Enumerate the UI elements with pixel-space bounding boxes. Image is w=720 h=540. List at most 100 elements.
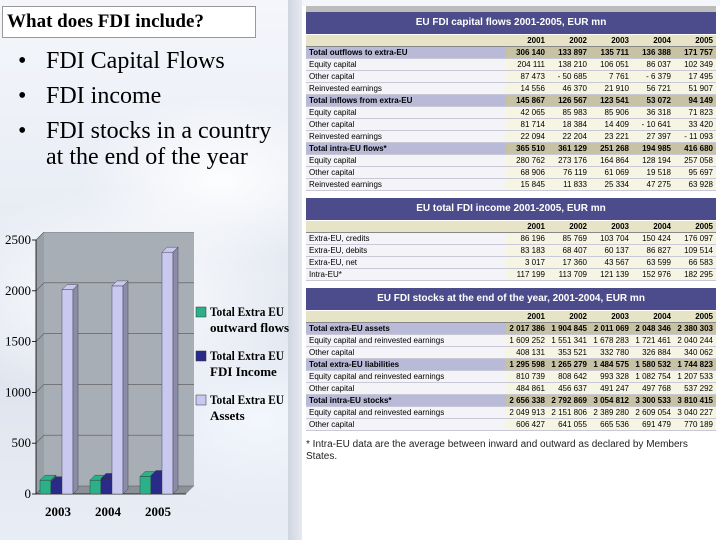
bar-chart: 0 500 1000 1500 2000 2500 2003 2004 2005 Total Ex… xyxy=(0,232,292,540)
value-cell: 61 069 xyxy=(590,166,632,179)
x-tick-label: 2004 xyxy=(95,504,122,519)
table-row: Reinvested earnings 22 094 22 204 23 221 27 … xyxy=(306,130,716,143)
value-cell: 123 541 xyxy=(590,94,632,107)
row-label: Reinvested earnings xyxy=(306,130,506,143)
value-cell: 66 583 xyxy=(674,256,716,269)
value-cell: 71 823 xyxy=(674,106,716,119)
table-row: Total outflows to extra-EU 306 140 133 897… xyxy=(306,46,716,59)
table-row: Extra-EU, net 3 017 17 360 43 567 63 599 66 5… xyxy=(306,256,716,269)
table-row: Total inflows from extra-EU 145 867 126 56… xyxy=(306,94,716,107)
value-cell: 416 680 xyxy=(674,142,716,155)
value-cell: 808 642 xyxy=(548,370,590,383)
row-label: Equity capital xyxy=(306,106,506,119)
value-cell: 43 567 xyxy=(590,256,632,269)
value-cell: 17 495 xyxy=(674,70,716,83)
gridline-diag xyxy=(35,384,45,393)
bar xyxy=(39,479,52,495)
y-tick-label: 500 xyxy=(12,435,32,450)
value-cell: 1 207 533 xyxy=(674,370,716,383)
value-cell: 85 769 xyxy=(548,232,590,245)
value-cell: 408 131 xyxy=(506,346,548,359)
table-row: Reinvested earnings 14 556 46 370 21 910 56 … xyxy=(306,82,716,95)
value-cell: 102 349 xyxy=(674,58,716,71)
value-cell: 2 151 806 xyxy=(548,406,590,419)
table-row: Other capital 87 473- 50 685 7 761- 6 379 1… xyxy=(306,70,716,83)
value-cell: 23 221 xyxy=(590,130,632,143)
value-cell: 2 040 244 xyxy=(674,334,716,347)
year-header: 2001 xyxy=(506,35,548,47)
value-cell: 1 721 461 xyxy=(632,334,674,347)
value-cell: 42 065 xyxy=(506,106,548,119)
bullet-item: FDI stocks in a country at the end of th… xyxy=(12,118,292,170)
value-cell: 2 380 303 xyxy=(674,322,716,335)
value-cell: 25 334 xyxy=(590,178,632,191)
value-cell: 3 040 227 xyxy=(674,406,716,419)
value-cell: 68 407 xyxy=(548,244,590,257)
table-title: EU FDI stocks at the end of the year, 20… xyxy=(306,288,716,310)
value-cell: 138 210 xyxy=(548,58,590,71)
tables-container: EU FDI capital flows 2001-2005, EUR mn 20… xyxy=(302,12,720,431)
table-row: Other capital 68 906 76 119 61 069 19 518 95 … xyxy=(306,166,716,179)
gridline-diag xyxy=(35,434,45,444)
legend-swatch xyxy=(195,306,207,318)
table-row: Total extra-EU liabilities 1 295 598 1 265… xyxy=(306,358,716,371)
value-cell: 7 761 xyxy=(590,70,632,83)
value-cell: 152 976 xyxy=(632,268,674,281)
value-cell: 641 055 xyxy=(548,418,590,431)
year-header: 2001 xyxy=(506,311,548,323)
row-label: Other capital xyxy=(306,70,506,83)
value-cell: 2 011 069 xyxy=(590,322,632,335)
row-label: Total inflows from extra-EU xyxy=(306,94,506,107)
value-cell: 53 072 xyxy=(632,94,674,107)
table-row: Equity capital and reinvested earnings 2 … xyxy=(306,406,716,419)
value-cell: 3 054 812 xyxy=(590,394,632,407)
value-cell: 2 656 338 xyxy=(506,394,548,407)
value-cell: - 11 093 xyxy=(674,130,716,143)
bullet-item: FDI Capital Flows xyxy=(12,48,292,74)
data-table: 2001 2002 2003 2004 2005 Total extra-EU asset… xyxy=(306,311,716,431)
value-cell: 1 082 754 xyxy=(632,370,674,383)
value-cell: 106 051 xyxy=(590,58,632,71)
value-cell: 3 017 xyxy=(506,256,548,269)
table-header-row: 2001 2002 2003 2004 2005 xyxy=(306,35,716,47)
y-tick-label: 1500 xyxy=(5,334,31,349)
plot-side-wall xyxy=(36,232,44,494)
legend-label: Total Extra EU xyxy=(210,348,285,363)
table-row: Equity capital and reinvested earnings 1 … xyxy=(306,334,716,347)
value-cell: 257 058 xyxy=(674,154,716,167)
value-cell: 68 906 xyxy=(506,166,548,179)
value-cell: 56 721 xyxy=(632,82,674,95)
table-row: Equity capital 204 111 138 210 106 051 86 03… xyxy=(306,58,716,71)
value-cell: 2 792 869 xyxy=(548,394,590,407)
header-blank-cell xyxy=(306,35,506,47)
row-label: Equity capital xyxy=(306,154,506,167)
value-cell: - 50 685 xyxy=(548,70,590,83)
bar xyxy=(161,251,174,495)
data-table: 2001 2002 2003 2004 2005 Total outflows to ex… xyxy=(306,35,716,191)
table-row: Total intra-EU flows* 365 510 361 129 251 2… xyxy=(306,142,716,155)
table-row: Extra-EU, credits 86 196 85 769 103 704 150 … xyxy=(306,232,716,245)
value-cell: 27 397 xyxy=(632,130,674,143)
year-header: 2002 xyxy=(548,35,590,47)
gridline-diag xyxy=(35,282,45,292)
row-label: Extra-EU, net xyxy=(306,256,506,269)
value-cell: 87 473 xyxy=(506,70,548,83)
year-header: 2005 xyxy=(674,35,716,47)
value-cell: 665 536 xyxy=(590,418,632,431)
value-cell: 1 265 279 xyxy=(548,358,590,371)
row-label: Intra-EU* xyxy=(306,268,506,281)
data-table: 2001 2002 2003 2004 2005 Extra-EU, credits 86 … xyxy=(306,221,716,281)
value-cell: 94 149 xyxy=(674,94,716,107)
value-cell: 1 551 341 xyxy=(548,334,590,347)
row-label: Other capital xyxy=(306,418,506,431)
value-cell: 86 196 xyxy=(506,232,548,245)
legend-swatch xyxy=(195,394,207,406)
tables-panel: EU FDI capital flows 2001-2005, EUR mn 20… xyxy=(302,6,720,540)
table-row: Reinvested earnings 15 845 11 833 25 334 47 … xyxy=(306,178,716,191)
value-cell: 273 176 xyxy=(548,154,590,167)
legend-label: outward flows xyxy=(210,320,289,335)
table-header-row: 2001 2002 2003 2004 2005 xyxy=(306,311,716,323)
value-cell: 14 556 xyxy=(506,82,548,95)
row-label: Total intra-EU stocks* xyxy=(306,394,506,407)
value-cell: 83 183 xyxy=(506,244,548,257)
